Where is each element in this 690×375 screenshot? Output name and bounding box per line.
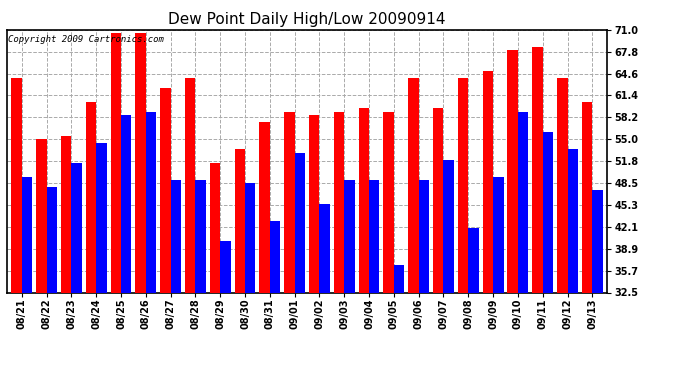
- Bar: [369, 180, 380, 375]
- Bar: [295, 153, 305, 375]
- Bar: [22, 177, 32, 375]
- Bar: [408, 78, 419, 375]
- Bar: [518, 112, 529, 375]
- Bar: [36, 139, 47, 375]
- Bar: [419, 180, 429, 375]
- Bar: [220, 242, 230, 375]
- Bar: [245, 183, 255, 375]
- Bar: [582, 102, 592, 375]
- Bar: [507, 51, 518, 375]
- Bar: [160, 88, 170, 375]
- Bar: [135, 33, 146, 375]
- Bar: [71, 163, 82, 375]
- Bar: [96, 142, 107, 375]
- Bar: [557, 78, 567, 375]
- Bar: [270, 221, 280, 375]
- Bar: [319, 204, 330, 375]
- Text: Copyright 2009 Cartronics.com: Copyright 2009 Cartronics.com: [8, 35, 164, 44]
- Bar: [359, 108, 369, 375]
- Bar: [433, 108, 444, 375]
- Bar: [543, 132, 553, 375]
- Bar: [195, 180, 206, 375]
- Bar: [458, 78, 469, 375]
- Bar: [384, 112, 394, 375]
- Bar: [11, 78, 22, 375]
- Bar: [532, 47, 543, 375]
- Bar: [483, 71, 493, 375]
- Bar: [334, 112, 344, 375]
- Bar: [309, 115, 319, 375]
- Bar: [170, 180, 181, 375]
- Bar: [121, 115, 131, 375]
- Bar: [185, 78, 195, 375]
- Bar: [284, 112, 295, 375]
- Bar: [394, 265, 404, 375]
- Title: Dew Point Daily High/Low 20090914: Dew Point Daily High/Low 20090914: [168, 12, 446, 27]
- Bar: [86, 102, 96, 375]
- Bar: [344, 180, 355, 375]
- Bar: [592, 190, 603, 375]
- Bar: [235, 149, 245, 375]
- Bar: [146, 112, 156, 375]
- Bar: [110, 33, 121, 375]
- Bar: [469, 228, 479, 375]
- Bar: [259, 122, 270, 375]
- Bar: [567, 149, 578, 375]
- Bar: [444, 159, 454, 375]
- Bar: [61, 136, 71, 375]
- Bar: [493, 177, 504, 375]
- Bar: [47, 187, 57, 375]
- Bar: [210, 163, 220, 375]
